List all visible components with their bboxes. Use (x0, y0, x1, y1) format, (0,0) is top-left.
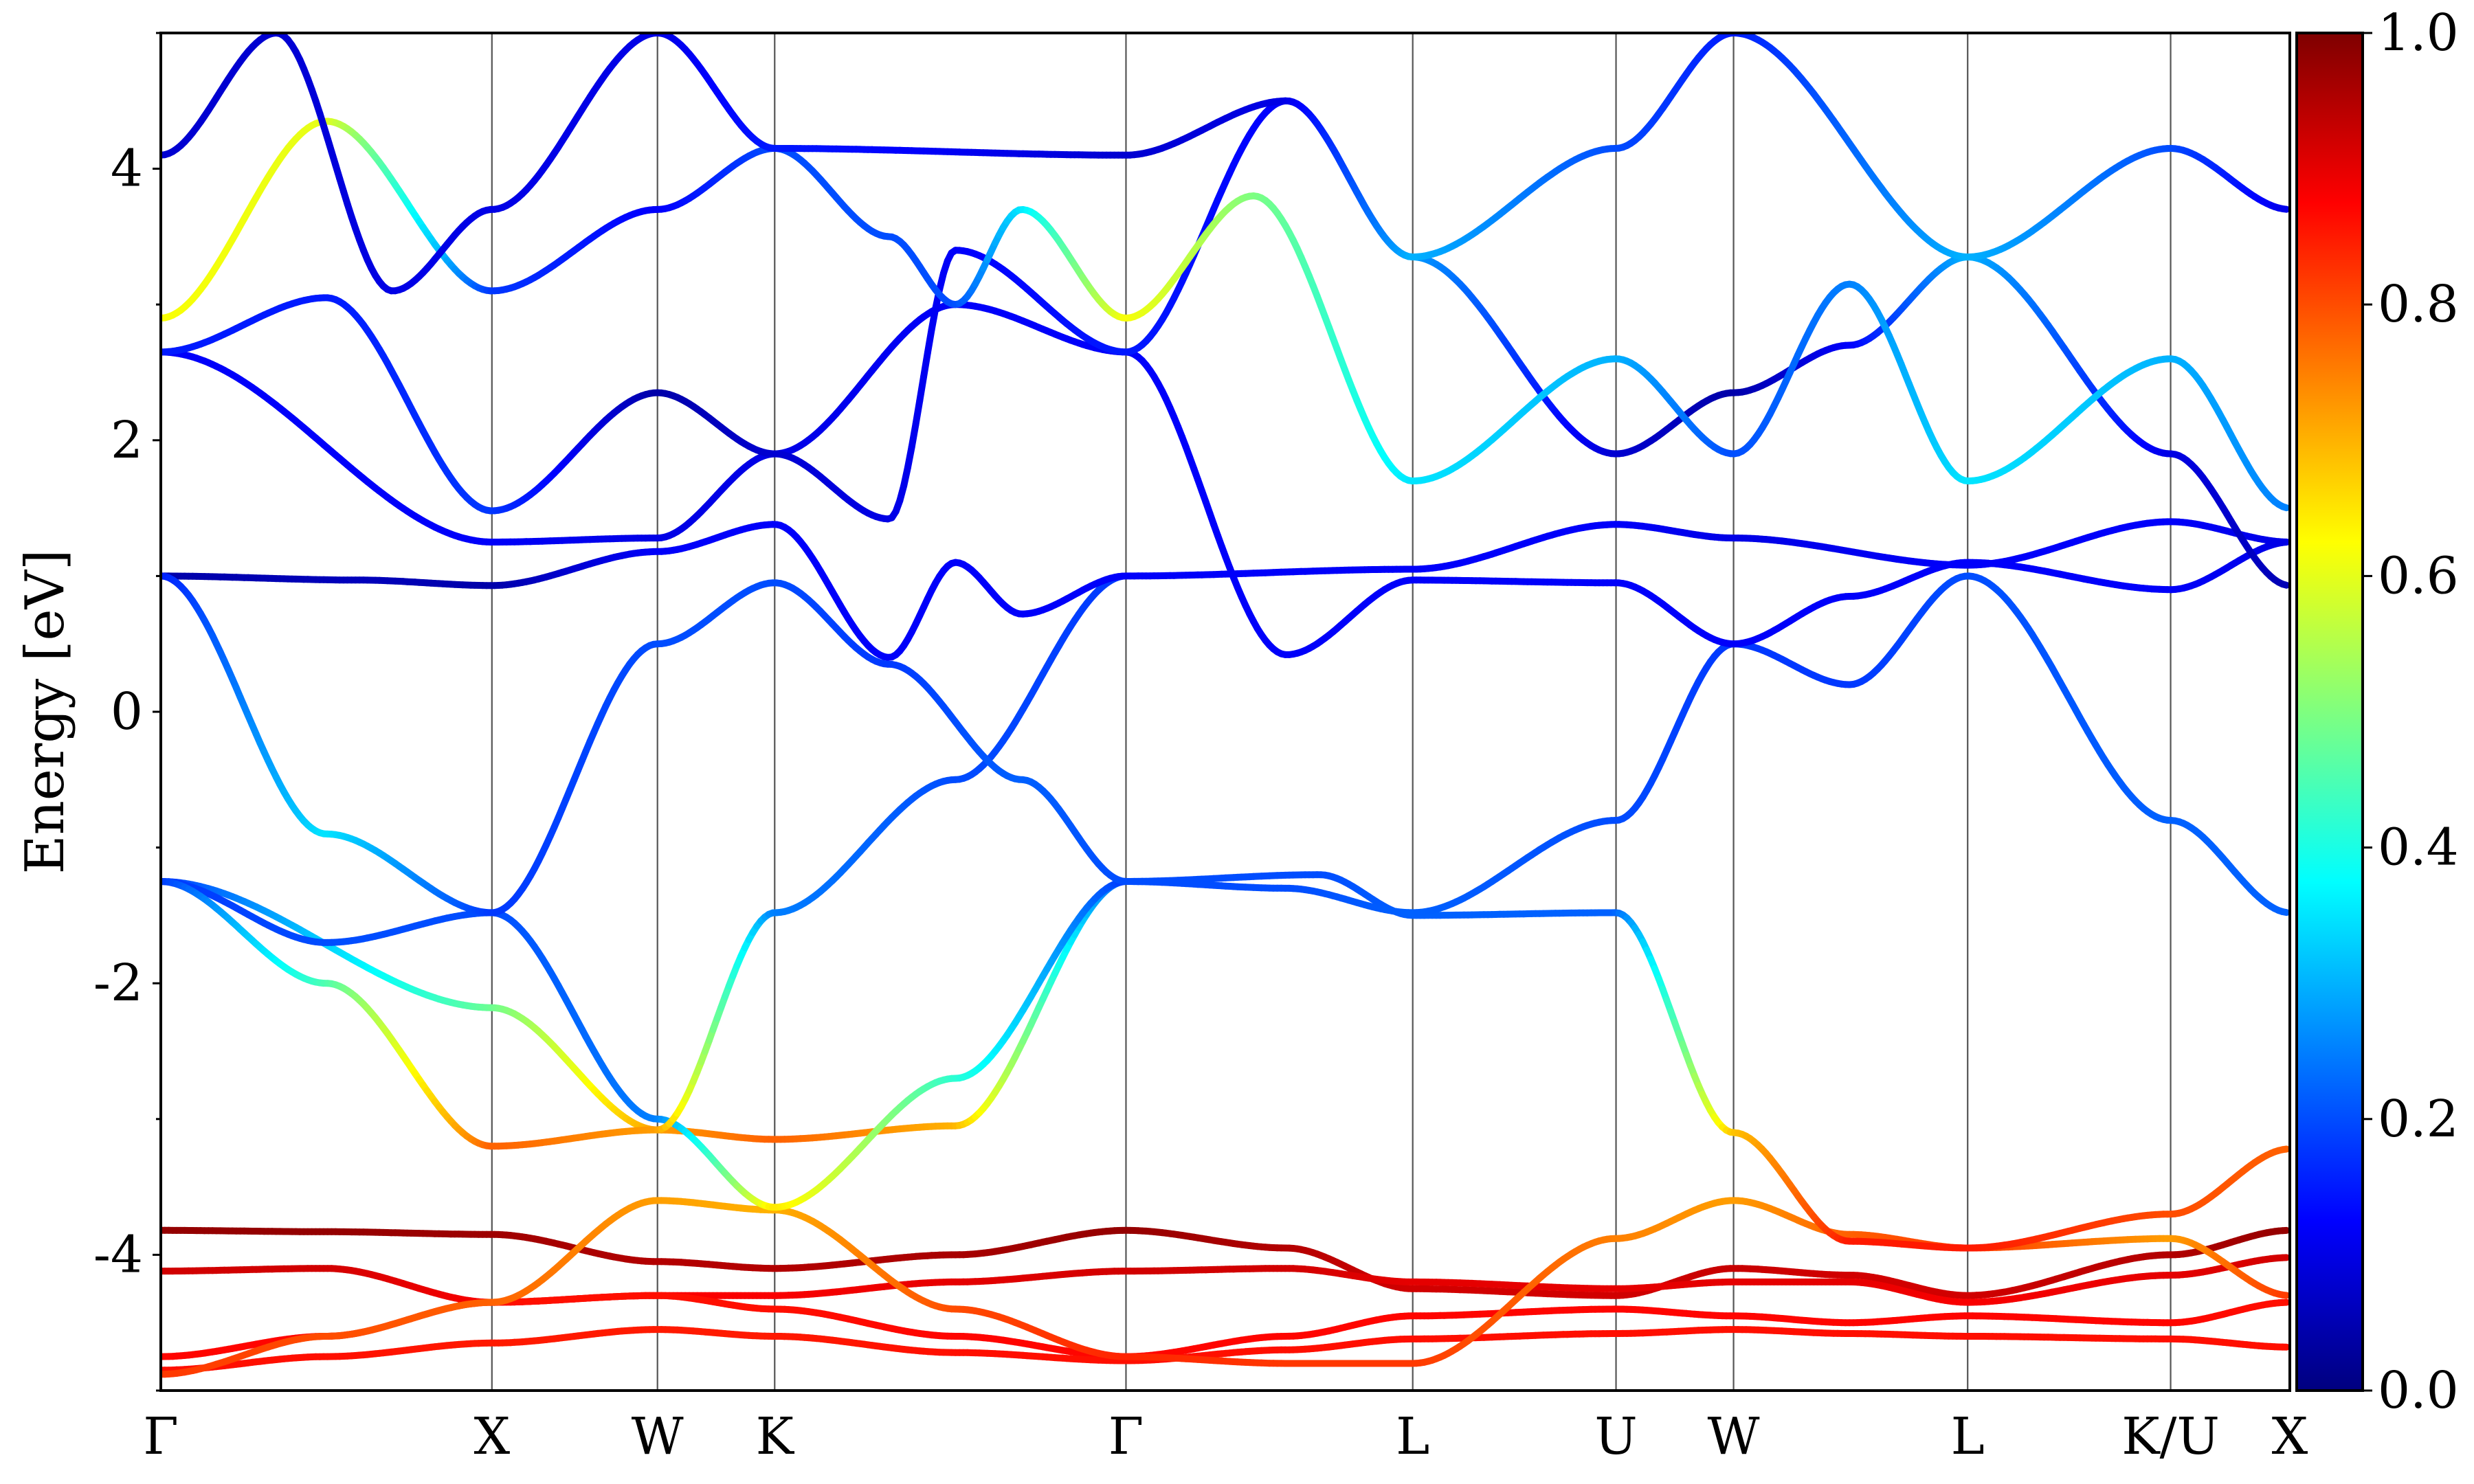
band-segment (2279, 1145, 2290, 1154)
band-4 (161, 1326, 2290, 1374)
band-segment (2279, 1291, 2290, 1299)
band-7 (161, 878, 1126, 1211)
band-1 (161, 1226, 2290, 1299)
band-lines (161, 33, 2290, 1378)
